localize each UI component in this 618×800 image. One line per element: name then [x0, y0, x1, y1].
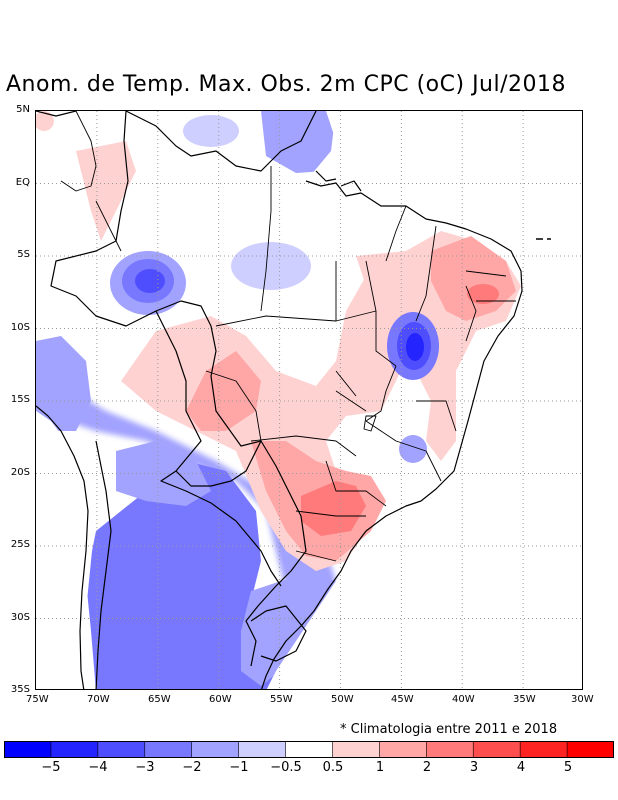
cold-anomaly-minas	[399, 435, 427, 463]
fernando-de-noronha-islands	[536, 238, 551, 240]
cold-anomaly-argentina	[86, 461, 276, 689]
colorbar-swatch	[4, 741, 52, 758]
lat-label-5s: 5S	[17, 249, 30, 260]
colorbar-swatch	[426, 741, 475, 758]
lon-label-35w: 35W	[513, 694, 536, 705]
map-title: Anom. de Temp. Max. Obs. 2m CPC (oC) Jul…	[6, 72, 567, 97]
lon-label-45w: 45W	[391, 694, 414, 705]
border-argentina-paraguay	[160, 470, 282, 587]
cold-core-bahia-inner	[406, 333, 424, 361]
state-borders	[205, 166, 516, 562]
colorbar-swatch	[472, 741, 521, 758]
colorbar-label: 0.5	[322, 760, 344, 775]
colorbar-label: 1	[375, 760, 385, 775]
map-canvas	[36, 111, 582, 689]
anomaly-field	[36, 111, 521, 689]
border-uruguay	[250, 605, 307, 662]
colorbar-swatch	[566, 741, 614, 758]
colorbar-swatch	[97, 741, 146, 758]
colorbar-swatch	[285, 741, 334, 758]
cold-anomaly-ne-amazon	[231, 242, 311, 290]
amazon-delta	[315, 170, 362, 192]
lon-label-30w: 30W	[571, 694, 594, 705]
lat-label-15s: 15S	[10, 394, 30, 405]
colorbar-label: 2	[422, 760, 432, 775]
warm-anomaly-nw-corner	[36, 111, 54, 131]
lat-label-35s: 35S	[10, 684, 30, 695]
lat-label-10s: 10S	[10, 322, 30, 333]
colorbar-swatch	[50, 741, 99, 758]
coastline-pacific	[36, 405, 89, 689]
lon-label-55w: 55W	[270, 694, 293, 705]
colorbar-label: −0.5	[270, 760, 302, 775]
lat-label-eq: EQ	[15, 177, 30, 188]
border-brazil-north	[125, 111, 317, 172]
lat-label-20s: 20S	[10, 467, 30, 478]
lon-label-65w: 65W	[148, 694, 171, 705]
colorbar-label: 5	[563, 760, 573, 775]
colorbar-label: −3	[135, 760, 155, 775]
warm-anomaly-north	[76, 141, 136, 241]
warm-anomaly-parana-core	[301, 481, 366, 536]
colorbar-label: 3	[469, 760, 479, 775]
lon-label-60w: 60W	[209, 694, 232, 705]
border-colombia-venezuela	[60, 111, 122, 252]
atlantic-ocean	[267, 111, 582, 689]
colorbar-label: −4	[88, 760, 108, 775]
lat-label-25s: 25S	[10, 539, 30, 550]
lon-label-50w: 50W	[331, 694, 354, 705]
colorbar-swatch	[238, 741, 287, 758]
climatology-note: * Climatologia entre 2011 e 2018	[340, 722, 558, 737]
lon-label-75w: 75W	[26, 694, 49, 705]
colorbar-swatch	[379, 741, 428, 758]
colorbar-swatch	[144, 741, 193, 758]
pacific-ocean	[36, 411, 96, 689]
colorbar-swatch	[191, 741, 240, 758]
colorbar-swatch	[332, 741, 381, 758]
colorbar	[4, 741, 614, 758]
warm-anomaly-mato-grosso	[186, 351, 261, 431]
coastline-atlantic	[261, 180, 523, 689]
lat-label-5n: 5N	[16, 104, 30, 115]
cold-core-western-amazon-inner	[135, 269, 165, 293]
colorbar-swatch	[519, 741, 568, 758]
border-argentina-chile	[95, 440, 112, 689]
graticule	[36, 111, 582, 689]
cold-anomaly-west-andes	[36, 336, 91, 431]
colorbar-label: −1	[229, 760, 249, 775]
colorbar-label: 4	[516, 760, 526, 775]
coastline-caribbean	[36, 111, 77, 117]
colorbar-label: −5	[41, 760, 61, 775]
colorbar-labels: −5 −4 −3 −2 −1 −0.5 0.5 1 2 3 4 5	[0, 760, 618, 776]
border-brazil-west	[50, 111, 307, 667]
lon-label-70w: 70W	[87, 694, 110, 705]
cold-anomaly-roraima	[183, 115, 239, 147]
warm-anomaly-pernambuco-core	[467, 284, 499, 304]
lat-label-30s: 30S	[10, 612, 30, 623]
boundaries	[36, 111, 523, 689]
lon-label-40w: 40W	[452, 694, 475, 705]
map-panel	[35, 110, 583, 690]
colorbar-label: −2	[182, 760, 202, 775]
